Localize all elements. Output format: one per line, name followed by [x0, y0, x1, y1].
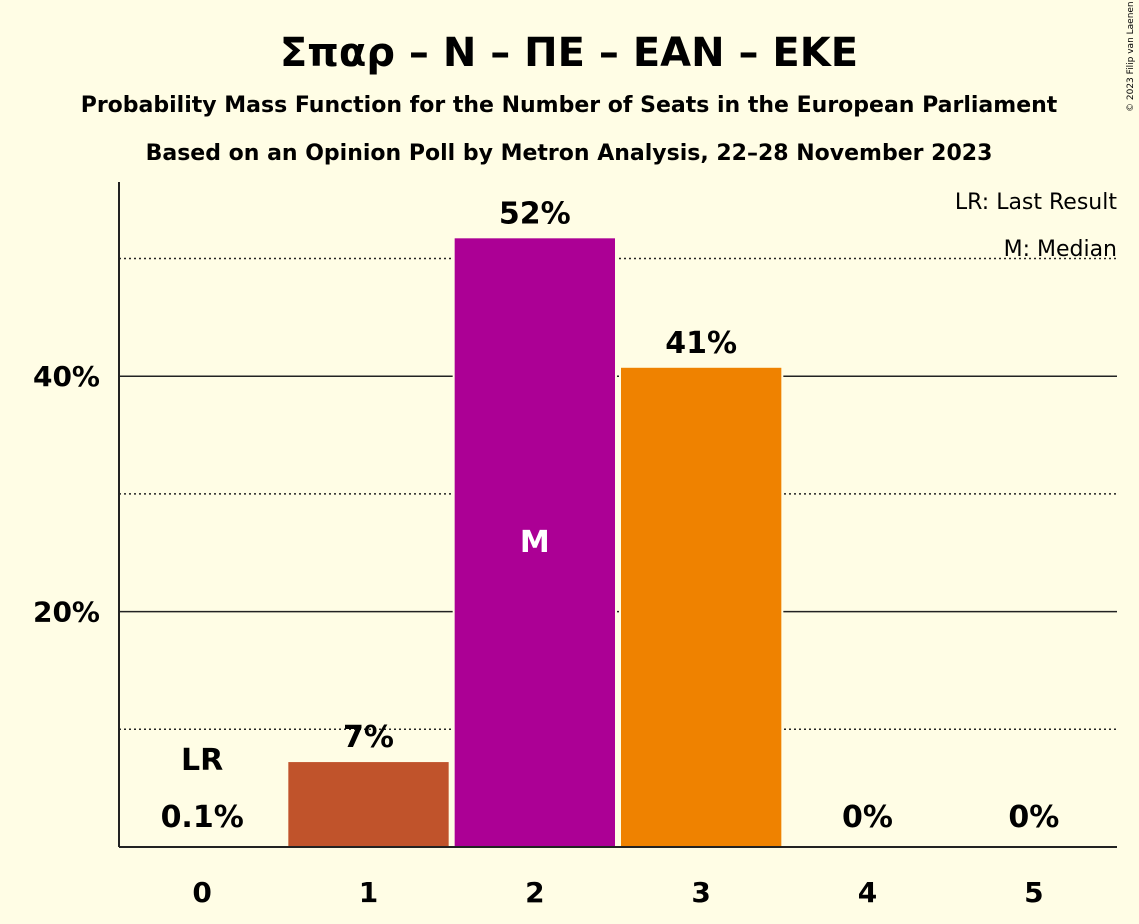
bar-value-label: 41% — [665, 326, 737, 361]
last-result-marker: LR — [181, 743, 223, 778]
axes: 20% 40% 0 1 2 3 4 5 — [33, 182, 1117, 909]
y-tick-label: 20% — [33, 596, 100, 629]
legend-last-result: LR: Last Result — [955, 190, 1117, 215]
bar — [619, 365, 784, 848]
x-tick-label: 2 — [525, 876, 544, 909]
legend-median: M: Median — [1004, 237, 1117, 262]
y-tick-label: 40% — [33, 360, 100, 393]
chart-subtitle: Probability Mass Function for the Number… — [81, 93, 1058, 118]
gridlines — [119, 257, 1117, 731]
bar-value-label: 0% — [842, 800, 893, 835]
bar-value-label: 0% — [1008, 800, 1059, 835]
x-tick-label: 3 — [691, 876, 710, 909]
x-tick-label: 0 — [192, 876, 211, 909]
bar-value-label: 0.1% — [161, 800, 244, 835]
bar-value-label: 52% — [499, 196, 571, 231]
x-tick-label: 1 — [359, 876, 378, 909]
bars — [120, 236, 784, 849]
x-tick-label: 5 — [1024, 876, 1043, 909]
bar-labels: 0.1% 7% 52% 41% 0% 0% LR M — [161, 196, 1060, 835]
chart-source-subtitle: Based on an Opinion Poll by Metron Analy… — [146, 141, 993, 166]
x-tick-label: 4 — [858, 876, 877, 909]
chart-title: Σπαρ – N – ΠΕ – EAN – EKE — [280, 30, 858, 76]
bar-value-label: 7% — [343, 720, 394, 755]
median-marker: M — [520, 525, 550, 560]
bar — [452, 236, 617, 848]
bar — [286, 760, 451, 849]
copyright-notice: © 2023 Filip van Laenen — [1126, 1, 1136, 112]
